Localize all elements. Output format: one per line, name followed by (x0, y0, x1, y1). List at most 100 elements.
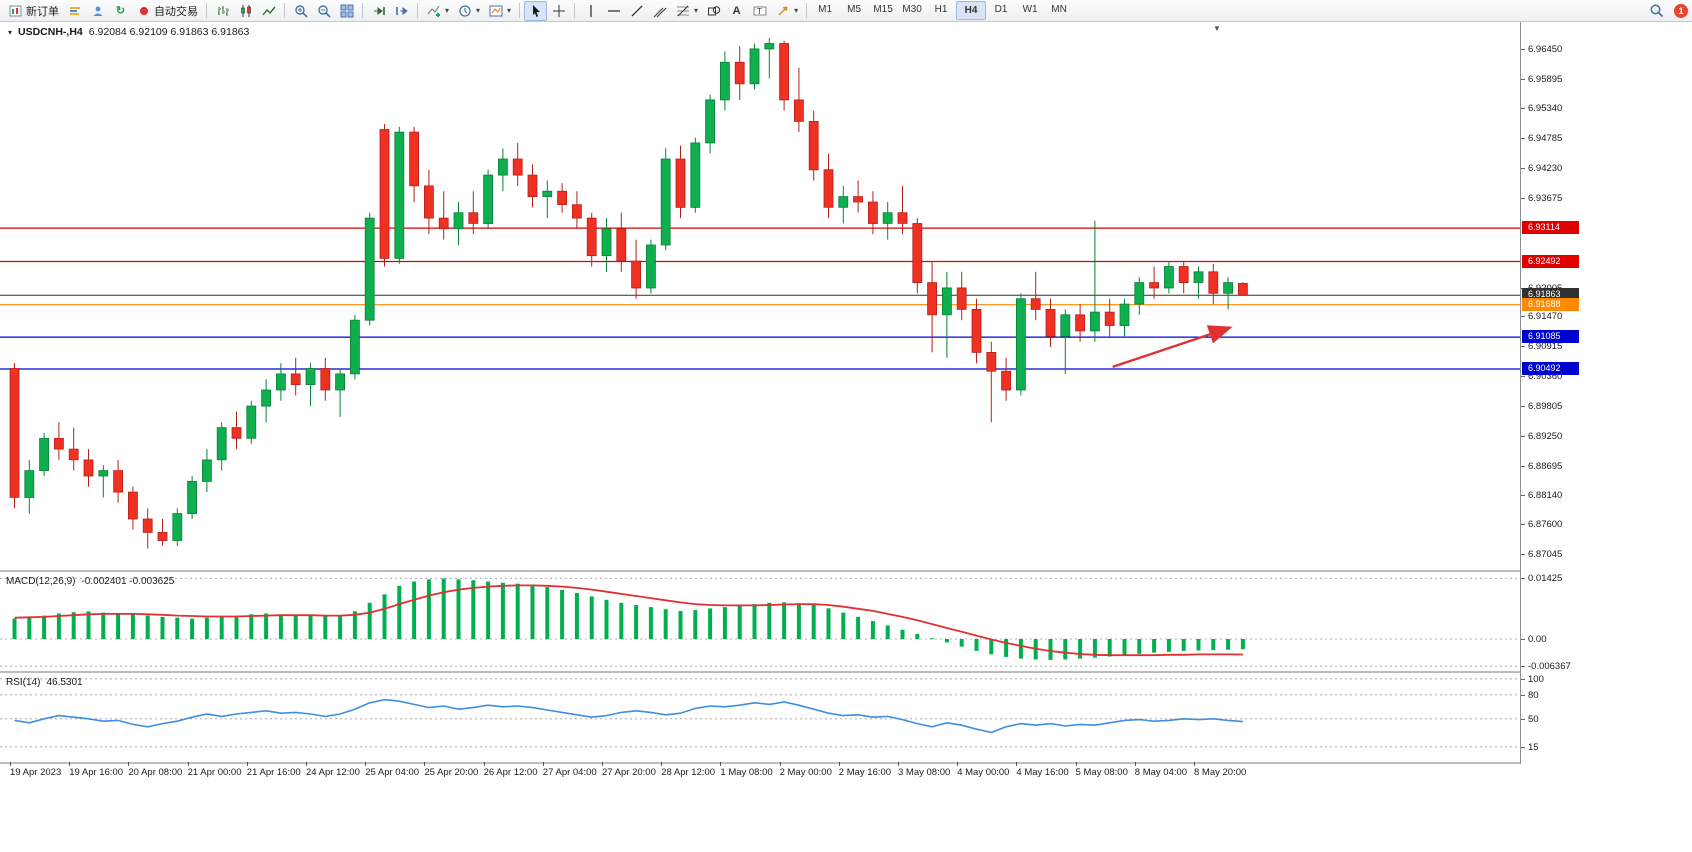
macd-histogram-bar (175, 617, 180, 639)
channel-tool-button[interactable] (648, 2, 671, 20)
time-axis-tick (957, 762, 959, 766)
candle (409, 126, 420, 202)
tile-windows-button[interactable] (335, 2, 358, 20)
time-axis-label: 21 Apr 16:00 (246, 767, 301, 778)
tab-timeframe-m30[interactable]: M30 (902, 4, 922, 15)
text-label-icon: T (752, 3, 767, 18)
trendline-tool-button[interactable] (625, 2, 648, 20)
periods-button[interactable]: ▾ (453, 2, 484, 20)
time-axis[interactable]: 19 Apr 2023 19 Apr 16:00 20 Apr 08:00 21 Ap… (0, 762, 1692, 782)
candle (897, 185, 908, 235)
toolbar-separator (284, 3, 285, 18)
fibonacci-tool-button[interactable]: ▾ (671, 2, 702, 20)
rsi-value: 46.5301 (46, 677, 83, 688)
tab-timeframe-d1[interactable]: D1 (994, 4, 1008, 15)
candle (527, 164, 538, 208)
tab-timeframe-w1[interactable]: W1 (1022, 4, 1038, 15)
macd-tick-label: -0.006367 (1528, 661, 1571, 673)
main-chart[interactable] (0, 22, 1520, 570)
rsi-tickmark (1521, 694, 1525, 696)
macd-tickmark (1521, 639, 1525, 641)
price-tick-label: 6.90915 (1528, 341, 1563, 353)
macd-histogram-bar (752, 604, 757, 639)
cursor-tool-button[interactable] (524, 0, 548, 21)
search-button[interactable] (1645, 2, 1668, 20)
toolbar-separator (206, 3, 207, 18)
arrow-objects-button[interactable]: ▾ (771, 2, 802, 20)
line-chart-button[interactable] (257, 2, 280, 20)
rsi-tick-label: 15 (1528, 741, 1539, 753)
time-axis-tick (306, 762, 307, 766)
candle (794, 67, 804, 133)
candle (764, 38, 775, 79)
macd-histogram-bar (486, 581, 491, 639)
macd-panel[interactable] (0, 573, 1520, 671)
macd-histogram-bar (693, 610, 698, 640)
bar-chart-button[interactable] (211, 2, 234, 20)
refresh-button[interactable]: ↻ (109, 2, 132, 20)
price-tick-label: 6.96450 (1528, 43, 1563, 55)
zoom-out-button[interactable] (312, 2, 335, 20)
candle (572, 191, 582, 229)
indicators-button[interactable]: ▾ (422, 2, 453, 20)
rsi-tick-label: 50 (1528, 713, 1539, 725)
tab-timeframe-m1[interactable]: M1 (818, 4, 833, 15)
panel-separator[interactable] (0, 570, 1692, 572)
candle (823, 153, 834, 219)
candlestick-chart-button[interactable] (234, 2, 257, 20)
time-axis-label: 19 Apr 16:00 (69, 767, 124, 778)
price-tick-label: 6.94230 (1528, 163, 1563, 175)
text-tool-button[interactable]: A (725, 2, 748, 20)
one-click-trading-icon[interactable]: ▾ (8, 27, 13, 37)
zoom-in-button[interactable] (289, 2, 312, 20)
text-label-tool-button[interactable]: T (748, 2, 771, 20)
symbol-timeframe-label: USDCNH-,H4 (18, 26, 83, 38)
tab-timeframe-h1[interactable]: H1 (934, 4, 948, 15)
price-tick-label: 6.87600 (1528, 519, 1563, 531)
macd-histogram-bar (234, 615, 239, 639)
candle (127, 486, 138, 530)
macd-histogram-bar (71, 612, 76, 639)
auto-scroll-button[interactable] (367, 2, 390, 20)
horizontal-line-tool-button[interactable] (602, 2, 625, 20)
market-depth-button[interactable] (63, 2, 86, 20)
candle (39, 433, 49, 476)
toolbar-separator (417, 3, 418, 18)
price-tick-label: 6.89805 (1528, 400, 1563, 412)
macd-histogram-bar (1122, 639, 1127, 656)
community-button[interactable] (86, 2, 109, 20)
vertical-line-tool-button[interactable] (579, 2, 602, 20)
macd-histogram-bar (367, 602, 372, 639)
candle (483, 169, 494, 229)
shapes-tool-button[interactable] (702, 2, 725, 20)
macd-histogram-bar (338, 615, 343, 640)
chart-shift-button[interactable] (390, 2, 413, 20)
rsi-panel[interactable] (0, 674, 1520, 762)
toolbar-separator (362, 3, 363, 18)
panel-separator[interactable] (0, 671, 1692, 673)
community-icon (90, 3, 105, 18)
text-icon: A (732, 4, 741, 17)
tab-timeframe-h4[interactable]: H4 (956, 1, 987, 20)
candle (1238, 282, 1248, 296)
candle (616, 212, 627, 272)
rsi-label: RSI(14) (6, 677, 41, 688)
macd-histogram-bar (323, 616, 328, 640)
candle (423, 169, 434, 235)
price-tick-label: 6.91470 (1528, 311, 1563, 323)
notification-badge[interactable]: 1 (1674, 3, 1688, 18)
price-axis[interactable]: 6.96450 6.95895 6.95340 6.94785 6.94230 6.936… (1520, 22, 1692, 764)
tab-timeframe-mn[interactable]: MN (1051, 4, 1067, 15)
tab-timeframe-m5[interactable]: M5 (847, 4, 862, 15)
templates-button[interactable]: ▾ (484, 2, 515, 20)
price-tickmark (1521, 554, 1525, 556)
candle (720, 51, 730, 111)
tab-timeframe-m15[interactable]: M15 (873, 4, 893, 15)
new-order-button[interactable]: 新订单 (4, 2, 63, 20)
zoom-out-icon (316, 3, 331, 18)
chart-shift-marker-icon[interactable]: ▼ (1213, 24, 1221, 33)
candle (912, 218, 923, 294)
autotrade-button[interactable]: 自动交易 (132, 2, 202, 20)
price-tick-label: 6.94785 (1528, 133, 1563, 145)
crosshair-tool-button[interactable] (547, 2, 570, 20)
